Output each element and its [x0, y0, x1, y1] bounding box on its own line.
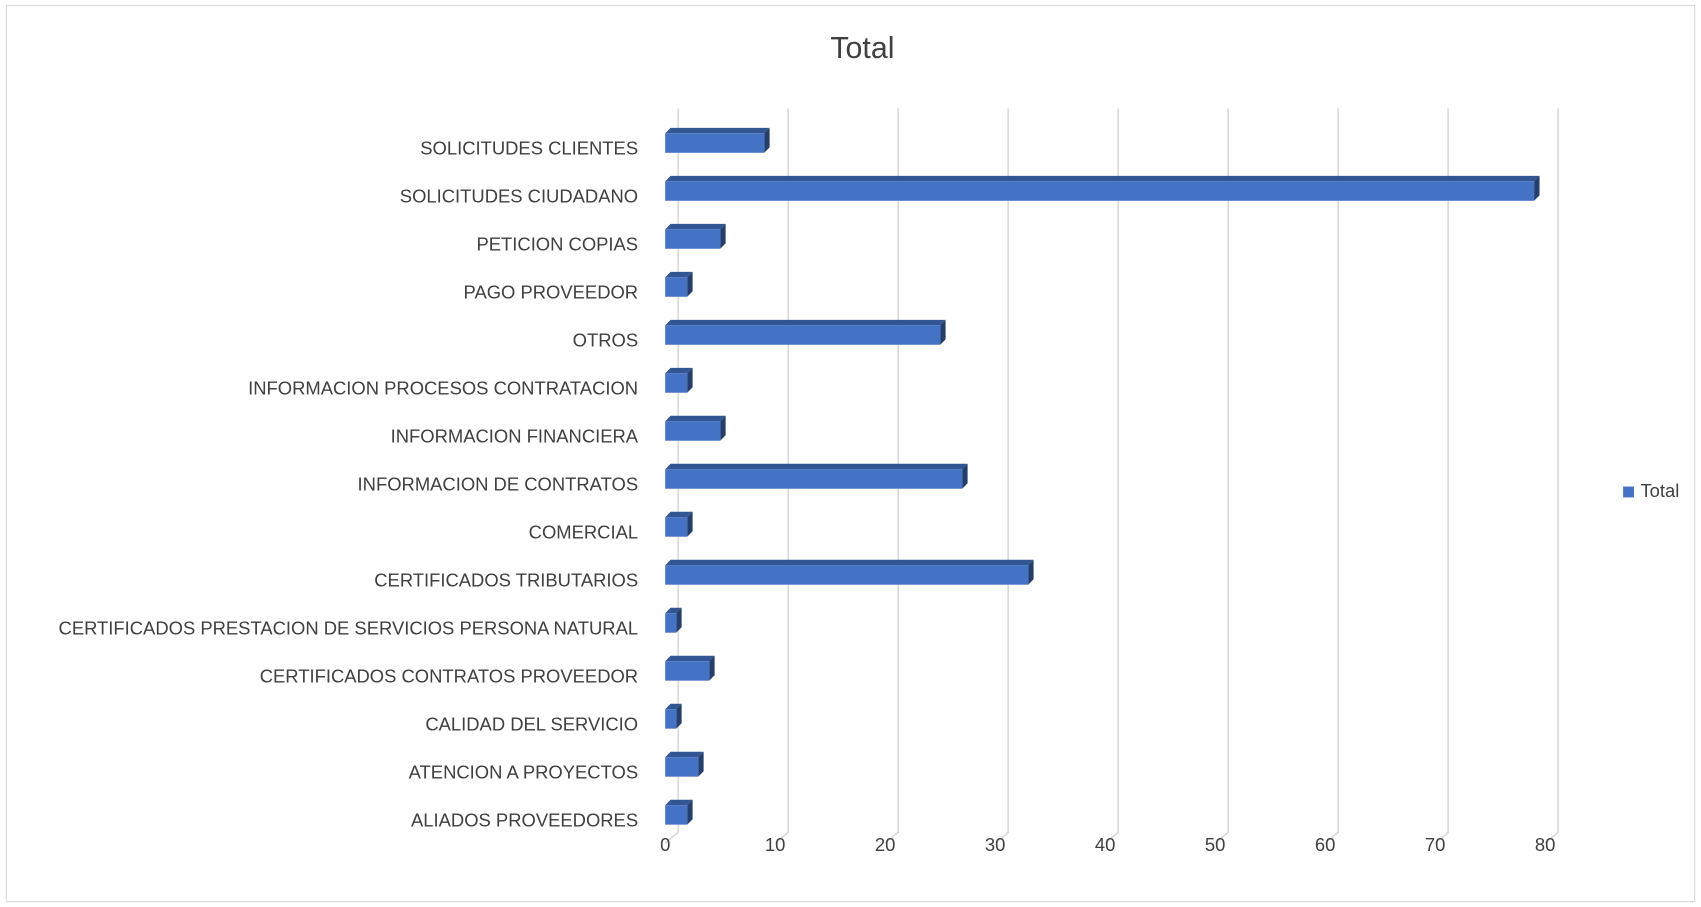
- grid-line: [774, 108, 790, 844]
- bar-top: [665, 559, 1034, 566]
- grid-line: [1104, 108, 1119, 844]
- x-tick-label: 70: [1425, 834, 1445, 855]
- bar-top: [665, 319, 946, 326]
- y-tick-label: CERTIFICADOS CONTRATOS PROVEEDOR: [260, 665, 638, 686]
- x-tick-label: 0: [660, 834, 670, 855]
- bar-side: [687, 271, 693, 297]
- bar-side: [720, 223, 726, 249]
- bar-top: [665, 799, 693, 806]
- bar-top: [665, 127, 770, 134]
- bar: [665, 469, 963, 489]
- x-tick-label: 10: [765, 834, 785, 855]
- bar: [665, 517, 688, 537]
- y-tick-label: SOLICITUDES CIUDADANO: [400, 185, 638, 206]
- chart-border: [5, 4, 1696, 903]
- bar: [665, 709, 677, 729]
- bar-top: [665, 271, 693, 278]
- bar-top: [665, 463, 968, 470]
- bar: [665, 661, 710, 681]
- bar-side: [687, 367, 693, 393]
- y-tick-label: SOLICITUDES CLIENTES: [420, 137, 638, 158]
- bar: [665, 805, 688, 825]
- x-tick-label: 20: [875, 834, 895, 855]
- bar-top: [665, 703, 682, 710]
- bar: [665, 181, 1535, 201]
- bar-side: [1028, 559, 1034, 585]
- grid-line: [1434, 108, 1449, 844]
- grid-line: [1544, 108, 1559, 844]
- x-tick-label: 50: [1205, 834, 1225, 855]
- bar-top: [665, 607, 682, 614]
- x-tick-label: 80: [1535, 834, 1555, 855]
- y-tick-label: ALIADOS PROVEEDORES: [411, 809, 638, 830]
- y-tick-label: CERTIFICADOS TRIBUTARIOS: [374, 569, 638, 590]
- bar-top: [665, 223, 726, 230]
- bar: [665, 373, 688, 393]
- y-tick-label: INFORMACION DE CONTRATOS: [358, 473, 639, 494]
- legend-swatch: [1623, 486, 1634, 498]
- bar-top: [665, 655, 715, 662]
- bar-top: [665, 175, 1540, 182]
- y-tick-label: PETICION COPIAS: [476, 233, 638, 254]
- bar-side: [709, 655, 715, 681]
- bar-top: [665, 751, 704, 758]
- bar: [665, 229, 721, 249]
- bar: [665, 277, 688, 297]
- bar: [665, 757, 699, 777]
- y-tick-label: INFORMACION PROCESOS CONTRATACION: [248, 377, 638, 398]
- grid-line: [994, 108, 1009, 844]
- bar-side: [676, 607, 682, 633]
- y-tick-label: INFORMACION FINANCIERA: [391, 425, 639, 446]
- x-tick-label: 40: [1095, 834, 1115, 855]
- bar-side: [698, 751, 704, 777]
- y-tick-label: CERTIFICADOS PRESTACION DE SERVICIOS PER…: [59, 617, 639, 638]
- bar-side: [687, 511, 693, 537]
- bar: [665, 325, 941, 345]
- bar: [665, 565, 1029, 585]
- y-tick-label: ATENCION A PROYECTOS: [409, 761, 638, 782]
- x-tick-label: 60: [1315, 834, 1335, 855]
- bar-side: [940, 319, 946, 345]
- bar-side: [962, 463, 968, 489]
- bar: [665, 421, 721, 441]
- bar-top: [665, 367, 693, 374]
- bar: [665, 133, 765, 153]
- bar-side: [687, 799, 693, 825]
- x-tick-label: 30: [985, 834, 1005, 855]
- bar-side: [676, 703, 682, 729]
- y-tick-label: COMERCIAL: [529, 521, 638, 542]
- bar-side: [720, 415, 726, 441]
- y-tick-label: PAGO PROVEEDOR: [464, 281, 639, 302]
- bar-top: [665, 511, 693, 518]
- legend-label: Total: [1640, 480, 1679, 501]
- y-tick-label: CALIDAD DEL SERVICIO: [425, 713, 638, 734]
- bar-side: [1534, 175, 1540, 201]
- bar-side: [764, 127, 770, 153]
- y-tick-label: OTROS: [573, 329, 638, 350]
- bar: [665, 613, 677, 633]
- grid-line: [1214, 108, 1229, 844]
- bar-top: [665, 415, 726, 422]
- grid-line: [884, 108, 899, 844]
- grid-line: [1324, 108, 1339, 844]
- grid-line: [664, 108, 680, 844]
- chart-title: Total: [830, 32, 894, 65]
